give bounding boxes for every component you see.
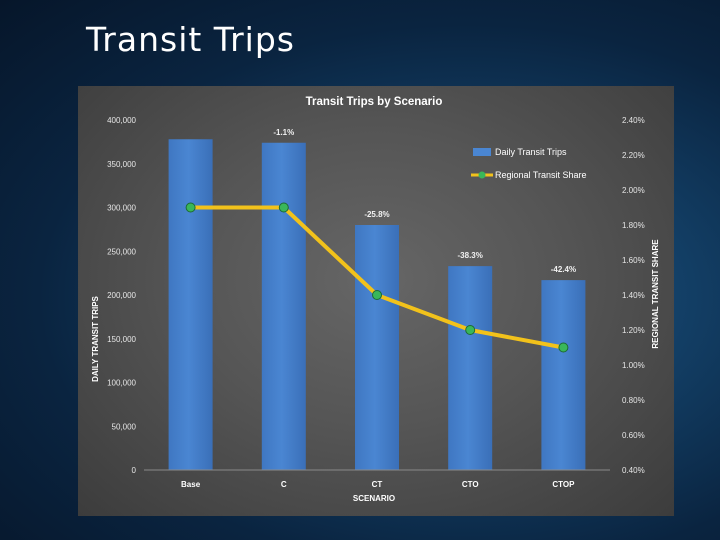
legend-swatch-bars [473, 148, 491, 156]
y-tick-label: 150,000 [107, 335, 136, 344]
line-point [278, 202, 289, 213]
line-point [558, 342, 569, 353]
bar-ct [355, 225, 399, 470]
bar-data-label: -42.4% [551, 265, 576, 274]
y2-tick-label: 2.00% [622, 186, 645, 195]
line-point [185, 202, 196, 213]
bar-data-label: -25.8% [364, 210, 389, 219]
y2-axis-title: REGIONAL TRANSIT SHARE [651, 239, 660, 349]
x-tick-label: C [281, 480, 287, 489]
bar-base [168, 139, 213, 470]
slide-title: Transit Trips [86, 20, 295, 59]
y-tick-label: 350,000 [107, 160, 136, 169]
legend-label-bars: Daily Transit Trips [495, 147, 567, 157]
bar-cto [448, 266, 493, 470]
y2-tick-label: 1.80% [622, 221, 645, 230]
y2-tick-label: 2.20% [622, 151, 645, 160]
y-tick-label: 250,000 [107, 247, 136, 256]
line-point [465, 325, 476, 335]
y2-tick-label: 0.40% [622, 466, 645, 475]
y-axis-title: DAILY TRANSIT TRIPS [91, 295, 100, 381]
y-tick-label: 0 [132, 466, 137, 475]
legend-marker [478, 171, 486, 179]
y-tick-label: 400,000 [107, 116, 136, 125]
y-tick-label: 50,000 [112, 422, 137, 431]
legend-label-line: Regional Transit Share [495, 170, 587, 180]
x-tick-label: Base [181, 480, 201, 489]
y2-tick-label: 0.60% [622, 431, 645, 440]
y2-tick-label: 2.40% [622, 116, 645, 125]
y2-tick-label: 1.00% [622, 361, 645, 370]
y2-tick-label: 0.80% [622, 396, 645, 405]
x-tick-label: CTO [462, 480, 479, 489]
y2-tick-label: 1.40% [622, 291, 645, 300]
x-axis-title: SCENARIO [353, 494, 395, 503]
bar-ctop [541, 280, 586, 470]
bar-data-label: -38.3% [458, 251, 483, 260]
y-tick-label: 200,000 [107, 291, 136, 300]
chart-title: Transit Trips by Scenario [306, 96, 443, 108]
bar-c [261, 142, 306, 470]
transit-trips-chart: Transit Trips by Scenario -1.1% -25.8% -38… [91, 96, 660, 503]
x-tick-label: CT [372, 480, 383, 489]
y-tick-label: 100,000 [107, 379, 136, 388]
line-point [372, 290, 382, 300]
chart-panel: Transit Trips by Scenario -1.1% -25.8% -38… [78, 86, 674, 516]
y2-tick-label: 1.60% [622, 256, 645, 265]
y2-tick-label: 1.20% [622, 326, 645, 335]
chart-legend: Daily Transit Trips Regional Transit Shar… [471, 147, 587, 180]
bar-data-label: -1.1% [273, 128, 294, 137]
x-tick-label: CTOP [552, 480, 575, 489]
y-tick-label: 300,000 [107, 204, 136, 213]
